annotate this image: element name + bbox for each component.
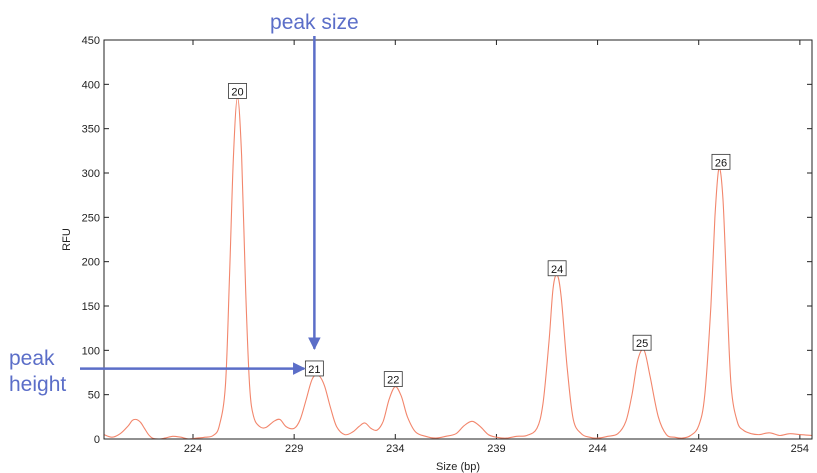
y-axis-label: RFU [61, 228, 73, 251]
series-group [103, 97, 813, 440]
peak-label: 26 [711, 153, 731, 170]
peak-label-box [383, 371, 403, 387]
series-line [103, 97, 813, 440]
y-tick-label: 400 [82, 79, 100, 91]
plot-frame [103, 39, 813, 440]
peak-label-box [711, 153, 731, 170]
peak-label-box [547, 260, 567, 277]
y-axis-ticks: 0 50 100 150 200 250 300 350 400 450 [82, 35, 812, 446]
y-tick-label: 450 [82, 35, 100, 47]
y-tick-label: 250 [82, 212, 100, 224]
y-tick-label: 200 [82, 257, 100, 269]
peak-label: 22 [383, 371, 403, 387]
peak-label-box [228, 83, 247, 99]
x-tick-label: 229 [285, 443, 303, 455]
peak-label: 20 [228, 83, 247, 99]
y-tick-label: 50 [88, 390, 100, 402]
y-tick-label: 150 [82, 301, 100, 313]
x-axis-ticks: 224 229 234 239 244 249 254 [184, 40, 809, 455]
peak-label-text: 21 [308, 364, 320, 376]
x-tick-label: 239 [487, 443, 505, 455]
peak-label-text: 25 [636, 338, 648, 350]
peak-label-text: 24 [551, 264, 563, 276]
x-axis-label: Size (bp) [436, 461, 480, 473]
y-tick-label: 350 [82, 124, 100, 136]
y-tick-label: 300 [82, 168, 100, 180]
annotations: peak size peak height [9, 11, 359, 396]
peak-label: 21 [304, 360, 324, 377]
peak-label: 24 [547, 260, 567, 277]
x-tick-label: 244 [588, 443, 606, 455]
x-tick-label: 254 [791, 443, 809, 455]
peak-height-annotation: peak height [9, 347, 66, 396]
x-tick-label: 249 [690, 443, 708, 455]
peak-labels: 20 21 22 24 25 26 [228, 83, 731, 387]
peak-label-text: 22 [387, 375, 399, 387]
peak-size-annotation: peak size [270, 11, 359, 34]
peak-label-text: 20 [231, 86, 243, 98]
peak-label-box [632, 334, 652, 351]
peak-label: 25 [632, 334, 652, 351]
y-tick-label: 100 [82, 345, 100, 357]
peak-label-text: 26 [715, 157, 727, 169]
y-tick-label: 0 [94, 434, 100, 446]
x-tick-label: 224 [184, 443, 202, 455]
x-tick-label: 234 [386, 443, 404, 455]
